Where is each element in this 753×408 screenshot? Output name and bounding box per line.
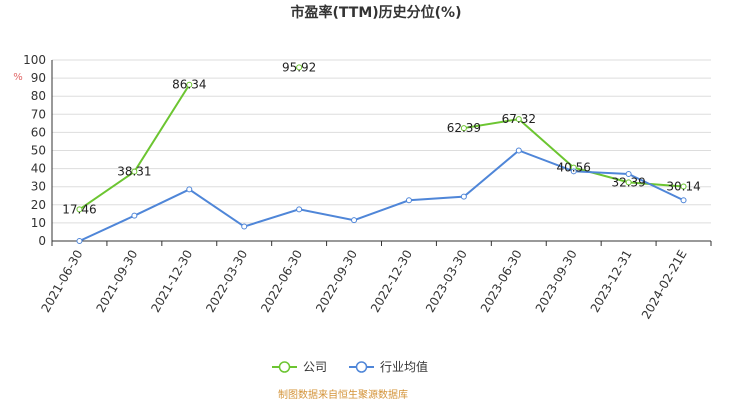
series-layer	[76, 64, 687, 244]
data-label: 62.39	[447, 121, 481, 135]
series-point-0	[515, 116, 522, 123]
legend-item-1[interactable]: 行业均值	[349, 359, 428, 374]
x-tick-label: 2022-03-30	[203, 247, 250, 314]
x-tick-label: 2021-12-30	[148, 248, 195, 315]
series-line-0	[463, 118, 684, 188]
series-point-1	[625, 171, 632, 178]
data-label: 32.39	[611, 175, 645, 189]
data-label: 30.14	[666, 179, 700, 193]
series-point-1	[405, 197, 412, 204]
y-tick-label: 30	[31, 180, 46, 194]
x-tick-label: 2024-02-21E	[639, 248, 690, 322]
series-line-0	[78, 84, 191, 211]
series-point-1	[131, 212, 138, 219]
series-point-1	[241, 223, 248, 230]
series-point-0	[296, 64, 303, 71]
y-tick-label: 40	[31, 162, 46, 176]
y-axis-unit: %	[13, 72, 23, 83]
series-point-0	[131, 168, 138, 175]
series-point-0	[460, 125, 467, 132]
y-axis-ticks: 0 10 20 30 40 50 60 70 80 90 100	[23, 53, 46, 248]
x-tick-label: 2023-12-31	[588, 248, 635, 315]
series-line-1	[79, 149, 684, 242]
grid-lines	[52, 59, 711, 224]
x-tick-label: 2023-03-30	[423, 248, 470, 315]
y-tick-label: 0	[38, 234, 46, 248]
x-tick-label: 2023-09-30	[533, 248, 580, 315]
y-tick-label: 10	[31, 216, 46, 230]
data-label: 95.92	[282, 60, 316, 74]
legend-marker	[278, 361, 291, 373]
series-point-1	[460, 193, 467, 200]
series-point-0	[76, 206, 83, 213]
y-tick-label: 60	[31, 125, 46, 139]
legend-marker	[355, 361, 368, 373]
data-label: 40.56	[557, 161, 591, 175]
x-tick-label: 2023-06-30	[478, 248, 525, 315]
data-label: 67.32	[502, 112, 536, 126]
x-tick-label: 2022-12-30	[368, 248, 415, 315]
x-tick-label: 2022-09-30	[313, 248, 360, 315]
series-point-0	[625, 179, 632, 186]
series-point-1	[570, 168, 577, 175]
y-tick-label: 20	[31, 198, 46, 212]
x-tick-label: 2021-09-30	[93, 248, 140, 315]
series-point-1	[186, 186, 193, 193]
data-label: 38.31	[117, 165, 151, 179]
y-tick-label: 70	[31, 107, 46, 121]
legend-label: 行业均值	[380, 359, 428, 374]
series-point-0	[186, 81, 193, 88]
y-tick-label: 80	[31, 89, 46, 103]
data-label: 17.46	[62, 202, 96, 216]
x-tick-label: 2022-06-30	[258, 248, 305, 315]
y-tick-label: 50	[31, 144, 46, 158]
series-point-1	[351, 217, 358, 224]
legend[interactable]: 公司 行业均值	[272, 359, 428, 374]
series-point-1	[515, 147, 522, 154]
series-point-0	[680, 183, 687, 190]
source-note: 制图数据来自恒生聚源数据库	[278, 388, 408, 401]
x-axis-ticks: 2021-06-30 2021-09-30 2021-12-30 2022-03-30…	[39, 247, 690, 321]
y-tick-label: 90	[31, 71, 46, 85]
series-point-1	[76, 238, 83, 244]
y-tick-label: 100	[23, 53, 46, 67]
chart-title: 市盈率(TTM)历史分位(%)	[291, 4, 462, 21]
series-point-1	[296, 206, 303, 213]
axes	[51, 60, 712, 246]
data-label: 86.34	[172, 78, 206, 92]
series-point-1	[680, 197, 687, 204]
data-labels: 17.46 38.31 86.34 95.92 62.39 67.32 40.56 32.39…	[62, 60, 700, 216]
legend-label: 公司	[303, 360, 327, 374]
legend-item-0[interactable]: 公司	[272, 360, 327, 374]
x-tick-label: 2021-06-30	[39, 248, 86, 315]
